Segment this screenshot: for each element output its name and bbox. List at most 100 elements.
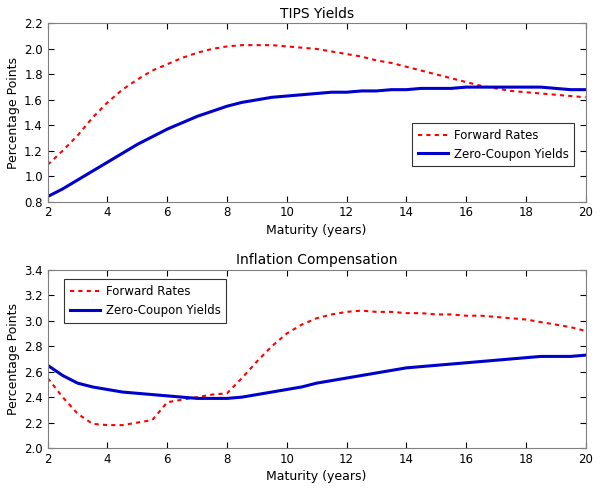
Forward Rates	[537, 91, 544, 97]
Forward Rates	[418, 310, 425, 316]
Zero-Coupon Yields	[567, 353, 574, 359]
Forward Rates	[463, 313, 470, 318]
Zero-Coupon Yields	[358, 372, 365, 378]
Zero-Coupon Yields	[582, 352, 589, 358]
Forward Rates	[223, 44, 230, 49]
Zero-Coupon Yields	[44, 363, 52, 368]
Forward Rates	[74, 132, 81, 138]
Forward Rates	[343, 309, 350, 315]
Zero-Coupon Yields	[253, 97, 260, 103]
Zero-Coupon Yields	[313, 380, 320, 386]
Zero-Coupon Yields	[508, 84, 515, 90]
Forward Rates	[149, 68, 156, 74]
Forward Rates	[268, 42, 275, 48]
Zero-Coupon Yields	[567, 87, 574, 93]
Zero-Coupon Yields	[373, 370, 380, 376]
Zero-Coupon Yields	[373, 88, 380, 94]
Forward Rates	[493, 314, 500, 320]
Forward Rates	[238, 375, 245, 381]
Zero-Coupon Yields	[388, 368, 395, 373]
Forward Rates	[522, 89, 529, 95]
Forward Rates	[104, 99, 111, 105]
Forward Rates	[358, 53, 365, 59]
Forward Rates	[328, 312, 335, 318]
Zero-Coupon Yields	[493, 84, 500, 90]
Legend: Forward Rates, Zero-Coupon Yields: Forward Rates, Zero-Coupon Yields	[64, 279, 226, 323]
Forward Rates	[463, 79, 470, 85]
Forward Rates	[373, 309, 380, 315]
Forward Rates	[567, 324, 574, 330]
Zero-Coupon Yields	[433, 85, 440, 91]
Zero-Coupon Yields	[253, 392, 260, 397]
Forward Rates	[238, 42, 245, 48]
Zero-Coupon Yields	[478, 84, 485, 90]
Forward Rates	[149, 417, 156, 423]
Zero-Coupon Yields	[328, 378, 335, 384]
Forward Rates	[268, 343, 275, 349]
Forward Rates	[119, 87, 126, 93]
Zero-Coupon Yields	[74, 380, 81, 386]
Forward Rates	[194, 394, 201, 400]
Forward Rates	[388, 309, 395, 315]
Forward Rates	[493, 85, 500, 91]
Forward Rates	[74, 411, 81, 416]
Line: Forward Rates: Forward Rates	[48, 311, 586, 425]
Zero-Coupon Yields	[134, 391, 141, 396]
Zero-Coupon Yields	[418, 85, 425, 91]
Forward Rates	[343, 51, 350, 57]
Forward Rates	[448, 75, 455, 81]
Zero-Coupon Yields	[89, 168, 96, 174]
Forward Rates	[433, 312, 440, 318]
Forward Rates	[59, 394, 66, 400]
Zero-Coupon Yields	[238, 394, 245, 400]
X-axis label: Maturity (years): Maturity (years)	[266, 470, 367, 483]
Forward Rates	[403, 310, 410, 316]
Forward Rates	[283, 331, 290, 337]
Forward Rates	[313, 315, 320, 321]
Zero-Coupon Yields	[179, 394, 186, 400]
Forward Rates	[208, 392, 215, 397]
Zero-Coupon Yields	[59, 372, 66, 378]
Forward Rates	[582, 95, 589, 100]
Zero-Coupon Yields	[552, 85, 559, 91]
Zero-Coupon Yields	[418, 364, 425, 369]
Forward Rates	[313, 46, 320, 52]
Zero-Coupon Yields	[537, 84, 544, 90]
Zero-Coupon Yields	[223, 103, 230, 109]
Zero-Coupon Yields	[119, 150, 126, 156]
Forward Rates	[478, 83, 485, 89]
Zero-Coupon Yields	[313, 91, 320, 97]
Forward Rates	[283, 44, 290, 49]
Line: Forward Rates: Forward Rates	[48, 45, 586, 165]
Zero-Coupon Yields	[403, 87, 410, 93]
Forward Rates	[119, 422, 126, 428]
Zero-Coupon Yields	[44, 194, 52, 199]
Forward Rates	[552, 321, 559, 327]
Forward Rates	[433, 72, 440, 77]
Forward Rates	[134, 76, 141, 82]
Forward Rates	[44, 375, 52, 381]
Zero-Coupon Yields	[582, 87, 589, 93]
Forward Rates	[253, 359, 260, 365]
Zero-Coupon Yields	[298, 92, 305, 98]
Forward Rates	[448, 312, 455, 318]
Zero-Coupon Yields	[59, 186, 66, 192]
Forward Rates	[508, 88, 515, 94]
Zero-Coupon Yields	[433, 363, 440, 368]
Forward Rates	[418, 68, 425, 74]
Zero-Coupon Yields	[448, 361, 455, 367]
Zero-Coupon Yields	[194, 114, 201, 120]
Forward Rates	[403, 64, 410, 70]
Zero-Coupon Yields	[448, 85, 455, 91]
Zero-Coupon Yields	[343, 89, 350, 95]
Zero-Coupon Yields	[463, 84, 470, 90]
Zero-Coupon Yields	[164, 126, 171, 132]
Forward Rates	[89, 421, 96, 427]
Zero-Coupon Yields	[493, 357, 500, 363]
Line: Zero-Coupon Yields: Zero-Coupon Yields	[48, 87, 586, 196]
Forward Rates	[164, 61, 171, 67]
Forward Rates	[298, 45, 305, 50]
Zero-Coupon Yields	[328, 89, 335, 95]
Forward Rates	[522, 317, 529, 322]
Forward Rates	[567, 93, 574, 99]
